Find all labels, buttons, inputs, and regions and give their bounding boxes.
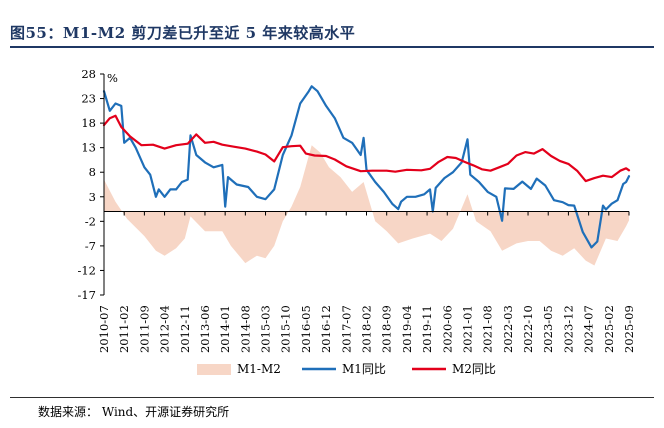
y-tick-label: -17 (77, 288, 96, 302)
y-tick-label: 18 (81, 116, 96, 130)
x-tick-label: 2021-08 (481, 305, 495, 353)
x-tick-label: 2014-08 (238, 305, 252, 353)
x-tick-label: 2011-02 (117, 305, 131, 353)
x-tick-label: 2012-11 (178, 305, 192, 353)
y-tick-label: -2 (85, 214, 96, 228)
x-tick-label: 2018-09 (380, 305, 394, 353)
x-tick-label: 2024-07 (582, 305, 596, 353)
legend-label: M1-M2 (237, 362, 281, 376)
x-tick-label: 2010-07 (97, 305, 111, 353)
x-tick-label: 2023-05 (541, 305, 555, 353)
x-tick-label: 2022-03 (501, 305, 515, 353)
y-axis-unit: % (107, 71, 118, 85)
x-tick-label: 2015-03 (259, 305, 273, 353)
y-tick-label: 8 (89, 165, 96, 179)
legend-swatch-m1-m2 (197, 364, 231, 375)
title-divider (10, 46, 654, 48)
y-tick-label: -7 (85, 239, 96, 253)
y-tick-label: 3 (89, 190, 96, 204)
x-tick-label: 2025-02 (602, 305, 616, 353)
x-tick-label: 2017-07 (339, 305, 353, 353)
x-tick-label: 2025-09 (622, 305, 636, 353)
y-tick-label: 23 (81, 92, 96, 106)
y-tick-label: 13 (81, 141, 96, 155)
legend-label: M1同比 (342, 362, 386, 376)
x-tick-label: 2023-12 (561, 305, 575, 353)
series-area-m1-m2 (104, 145, 629, 266)
x-tick-label: 2015-10 (279, 305, 293, 353)
legend-label: M2同比 (452, 362, 496, 376)
figure-title: 图55：M1-M2 剪刀差已升至近 5 年来较高水平 (10, 24, 356, 42)
x-tick-label: 2016-12 (319, 305, 333, 353)
data-source: 数据来源： Wind、开源证券研究所 (38, 405, 230, 419)
y-tick-label: 28 (81, 67, 96, 81)
x-tick-label: 2016-05 (299, 305, 313, 353)
series-line-m2 (102, 114, 631, 183)
x-tick-label: 2021-01 (460, 305, 474, 353)
x-tick-label: 2014-01 (218, 305, 232, 353)
x-tick-label: 2018-02 (360, 305, 374, 353)
x-tick-label: 2019-04 (400, 305, 414, 353)
x-tick-label: 2013-06 (198, 305, 212, 353)
x-tick-label: 2012-04 (158, 305, 172, 353)
line-area-chart: 28 23 18 13 8 3 -2 -7 -12 -17% 2010-07 2011-02 2011-… (77, 67, 636, 376)
x-tick-label: 2019-11 (420, 305, 434, 353)
x-tick-label: 2011-09 (137, 305, 151, 353)
source-divider (10, 397, 654, 398)
y-tick-label: -12 (77, 263, 96, 277)
series-line-m1 (102, 85, 631, 249)
x-tick-label: 2020-06 (440, 305, 454, 353)
x-tick-label: 2022-10 (521, 305, 535, 353)
